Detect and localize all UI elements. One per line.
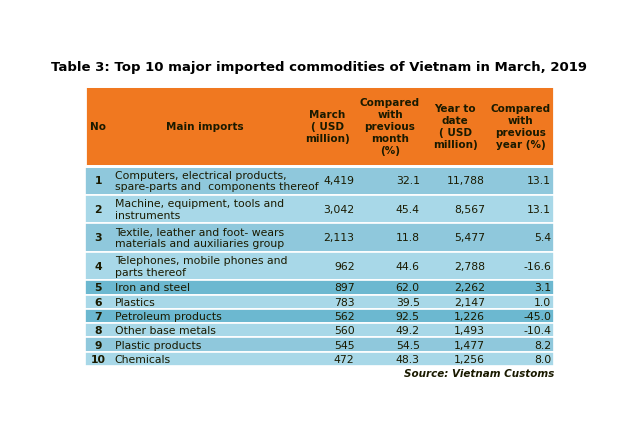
Text: Computers, electrical products,
spare-parts and  components thereof: Computers, electrical products, spare-pa… (115, 171, 318, 191)
Text: 8.0: 8.0 (534, 354, 551, 364)
Text: 62.0: 62.0 (396, 283, 420, 293)
Text: 6: 6 (95, 297, 102, 307)
Text: 1,256: 1,256 (454, 354, 485, 364)
Text: 11,788: 11,788 (447, 176, 485, 186)
Text: -10.4: -10.4 (523, 326, 551, 335)
Text: 2,262: 2,262 (454, 283, 485, 293)
Text: 4,419: 4,419 (323, 176, 355, 186)
Text: 897: 897 (334, 283, 355, 293)
Text: -45.0: -45.0 (523, 311, 551, 321)
Text: -16.6: -16.6 (523, 261, 551, 271)
Text: 92.5: 92.5 (396, 311, 420, 321)
Text: 13.1: 13.1 (527, 204, 551, 214)
Text: March
( USD
million): March ( USD million) (305, 110, 350, 144)
Text: 562: 562 (334, 311, 355, 321)
Text: 10: 10 (91, 354, 106, 364)
Text: Compared
with
previous
month
(%): Compared with previous month (%) (360, 98, 420, 156)
Text: 49.2: 49.2 (396, 326, 420, 335)
Text: Source: Vietnam Customs: Source: Vietnam Customs (404, 368, 554, 378)
Bar (85, 338, 554, 352)
Text: Other base metals: Other base metals (115, 326, 216, 335)
Text: 4: 4 (95, 261, 102, 271)
Text: 1,477: 1,477 (454, 340, 485, 350)
Text: Main imports: Main imports (165, 122, 243, 132)
Text: 44.6: 44.6 (396, 261, 420, 271)
Bar (85, 352, 554, 366)
Text: Year to
date
( USD
million): Year to date ( USD million) (433, 104, 478, 150)
Text: 5,477: 5,477 (454, 233, 485, 243)
Text: 560: 560 (334, 326, 355, 335)
Text: 1: 1 (95, 176, 102, 186)
Text: Iron and steel: Iron and steel (115, 283, 190, 293)
Text: 5.4: 5.4 (534, 233, 551, 243)
Bar (85, 281, 554, 295)
Text: Compared
with
previous
year (%): Compared with previous year (%) (491, 104, 551, 150)
Text: 1.0: 1.0 (534, 297, 551, 307)
Text: 2,147: 2,147 (454, 297, 485, 307)
Bar (85, 295, 554, 309)
Text: 32.1: 32.1 (396, 176, 420, 186)
Text: 545: 545 (334, 340, 355, 350)
Text: 2,113: 2,113 (323, 233, 355, 243)
Text: 3,042: 3,042 (323, 204, 355, 214)
Text: Plastic products: Plastic products (115, 340, 201, 350)
Text: 8: 8 (95, 326, 102, 335)
Text: 3.1: 3.1 (534, 283, 551, 293)
Text: 2,788: 2,788 (454, 261, 485, 271)
Text: 9: 9 (95, 340, 102, 350)
Text: 5: 5 (95, 283, 102, 293)
Bar (85, 195, 554, 224)
Text: 48.3: 48.3 (396, 354, 420, 364)
Text: 1,226: 1,226 (454, 311, 485, 321)
Text: 2: 2 (95, 204, 102, 214)
Text: No: No (90, 122, 106, 132)
Text: 962: 962 (334, 261, 355, 271)
Text: 39.5: 39.5 (396, 297, 420, 307)
Text: 45.4: 45.4 (396, 204, 420, 214)
Text: 54.5: 54.5 (396, 340, 420, 350)
Text: 1,493: 1,493 (454, 326, 485, 335)
Bar (85, 309, 554, 323)
Text: Plastics: Plastics (115, 297, 156, 307)
Text: Chemicals: Chemicals (115, 354, 171, 364)
Text: 3: 3 (95, 233, 102, 243)
Text: Telephones, mobile phones and
parts thereof: Telephones, mobile phones and parts ther… (115, 256, 287, 277)
Bar (85, 224, 554, 252)
Bar (85, 87, 554, 167)
Text: 8,567: 8,567 (454, 204, 485, 214)
Bar (85, 252, 554, 281)
Text: Table 3: Top 10 major imported commodities of Vietnam in March, 2019: Table 3: Top 10 major imported commoditi… (51, 60, 587, 73)
Text: 8.2: 8.2 (534, 340, 551, 350)
Text: 783: 783 (334, 297, 355, 307)
Text: Textile, leather and foot- wears
materials and auxiliaries group: Textile, leather and foot- wears materia… (115, 227, 284, 249)
Text: 7: 7 (95, 311, 102, 321)
Text: Machine, equipment, tools and
instruments: Machine, equipment, tools and instrument… (115, 199, 284, 220)
Text: 472: 472 (334, 354, 355, 364)
Bar (85, 167, 554, 195)
Text: Petroleum products: Petroleum products (115, 311, 221, 321)
Bar (85, 323, 554, 338)
Text: 13.1: 13.1 (527, 176, 551, 186)
Text: 11.8: 11.8 (396, 233, 420, 243)
